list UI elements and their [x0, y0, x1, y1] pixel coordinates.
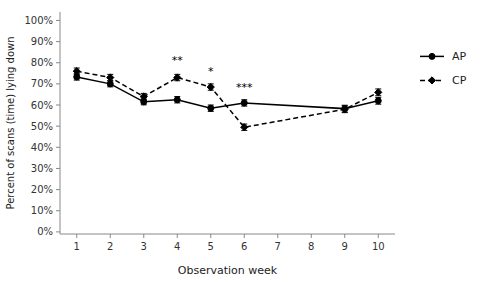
point	[375, 89, 382, 96]
x-tick-label: 8	[308, 241, 314, 252]
point	[174, 74, 181, 81]
error-bar	[241, 100, 247, 106]
error-bar	[342, 106, 348, 113]
y-tick	[56, 168, 60, 169]
y-tick-label: 40%	[31, 142, 53, 153]
point	[73, 68, 80, 75]
y-tick	[56, 147, 60, 148]
y-tick-label: 10%	[31, 205, 53, 216]
x-tick-label: 4	[174, 241, 180, 252]
y-tick	[56, 20, 60, 21]
point	[208, 105, 214, 111]
error-bar	[375, 89, 381, 96]
series-line	[77, 71, 379, 127]
x-tick	[143, 234, 144, 238]
x-tick-label: 6	[241, 241, 247, 252]
x-tick-label: 3	[141, 241, 147, 252]
x-tick-label: 9	[342, 241, 348, 252]
error-bar	[375, 97, 381, 104]
y-tick-label: 80%	[31, 57, 53, 68]
point	[241, 100, 247, 106]
x-tick	[76, 234, 77, 238]
x-tick-label: 1	[74, 241, 80, 252]
annotation: *	[208, 65, 214, 78]
x-tick-label: 7	[275, 241, 281, 252]
y-tick-label: 100%	[24, 15, 53, 26]
x-tick	[378, 234, 379, 238]
annotations: ******	[172, 54, 253, 94]
point	[241, 124, 248, 131]
error-bar	[174, 74, 180, 80]
series-line	[77, 77, 379, 109]
x-tick	[110, 234, 111, 238]
y-axis-line	[60, 12, 61, 234]
legend-marker	[428, 77, 435, 84]
legend-label: CP	[452, 74, 467, 87]
y-tick-label: 0%	[37, 226, 53, 237]
point	[107, 74, 114, 81]
x-tick	[210, 234, 211, 238]
x-tick	[344, 234, 345, 238]
x-tick	[244, 234, 245, 238]
series	[73, 68, 382, 131]
y-tick-label: 20%	[31, 184, 53, 195]
error-bar	[107, 74, 113, 80]
y-tick-label: 90%	[31, 36, 53, 47]
y-tick	[56, 231, 60, 232]
error-bar	[141, 93, 147, 99]
y-tick	[56, 210, 60, 211]
x-tick-label: 10	[372, 241, 385, 252]
error-bar	[174, 97, 180, 103]
y-axis-label: Percent of scans (time) lying down	[5, 36, 16, 209]
x-tick	[277, 234, 278, 238]
annotation: **	[172, 54, 184, 67]
y-tick	[56, 189, 60, 190]
error-bar	[74, 68, 80, 74]
error-bar	[342, 105, 348, 112]
error-bar	[208, 84, 214, 90]
y-tick	[56, 105, 60, 106]
point	[375, 98, 381, 104]
x-tick-label: 2	[107, 241, 113, 252]
legend-marker	[429, 53, 435, 59]
y-tick	[56, 41, 60, 42]
y-tick-label: 60%	[31, 100, 53, 111]
y-tick	[56, 62, 60, 63]
axes: 0% 10% 20% 30% 40% 50% 60% 70% 80% 90% 100% 1 2 3 4 5 6 7…	[24, 12, 395, 252]
point	[207, 83, 214, 90]
plot-area	[73, 68, 382, 131]
chart-container: 0% 10% 20% 30% 40% 50% 60% 70% 80% 90% 100% 1 2 3 4 5 6 7…	[0, 0, 500, 282]
legend-label: AP	[452, 50, 467, 63]
error-bar	[208, 105, 214, 111]
y-tick-label: 70%	[31, 78, 53, 89]
y-tick	[56, 83, 60, 84]
point	[341, 106, 348, 113]
error-bar	[241, 124, 247, 130]
y-tick-label: 30%	[31, 163, 53, 174]
annotation: ***	[236, 81, 253, 94]
x-tick	[177, 234, 178, 238]
x-tick-label: 5	[208, 241, 214, 252]
legend: AP CP	[420, 50, 467, 87]
point	[140, 93, 147, 100]
chart: 0% 10% 20% 30% 40% 50% 60% 70% 80% 90% 100% 1 2 3 4 5 6 7…	[0, 0, 500, 282]
x-axis-label: Observation week	[178, 264, 278, 277]
x-tick	[311, 234, 312, 238]
point	[174, 97, 180, 103]
y-tick	[56, 126, 60, 127]
y-tick-label: 50%	[31, 121, 53, 132]
